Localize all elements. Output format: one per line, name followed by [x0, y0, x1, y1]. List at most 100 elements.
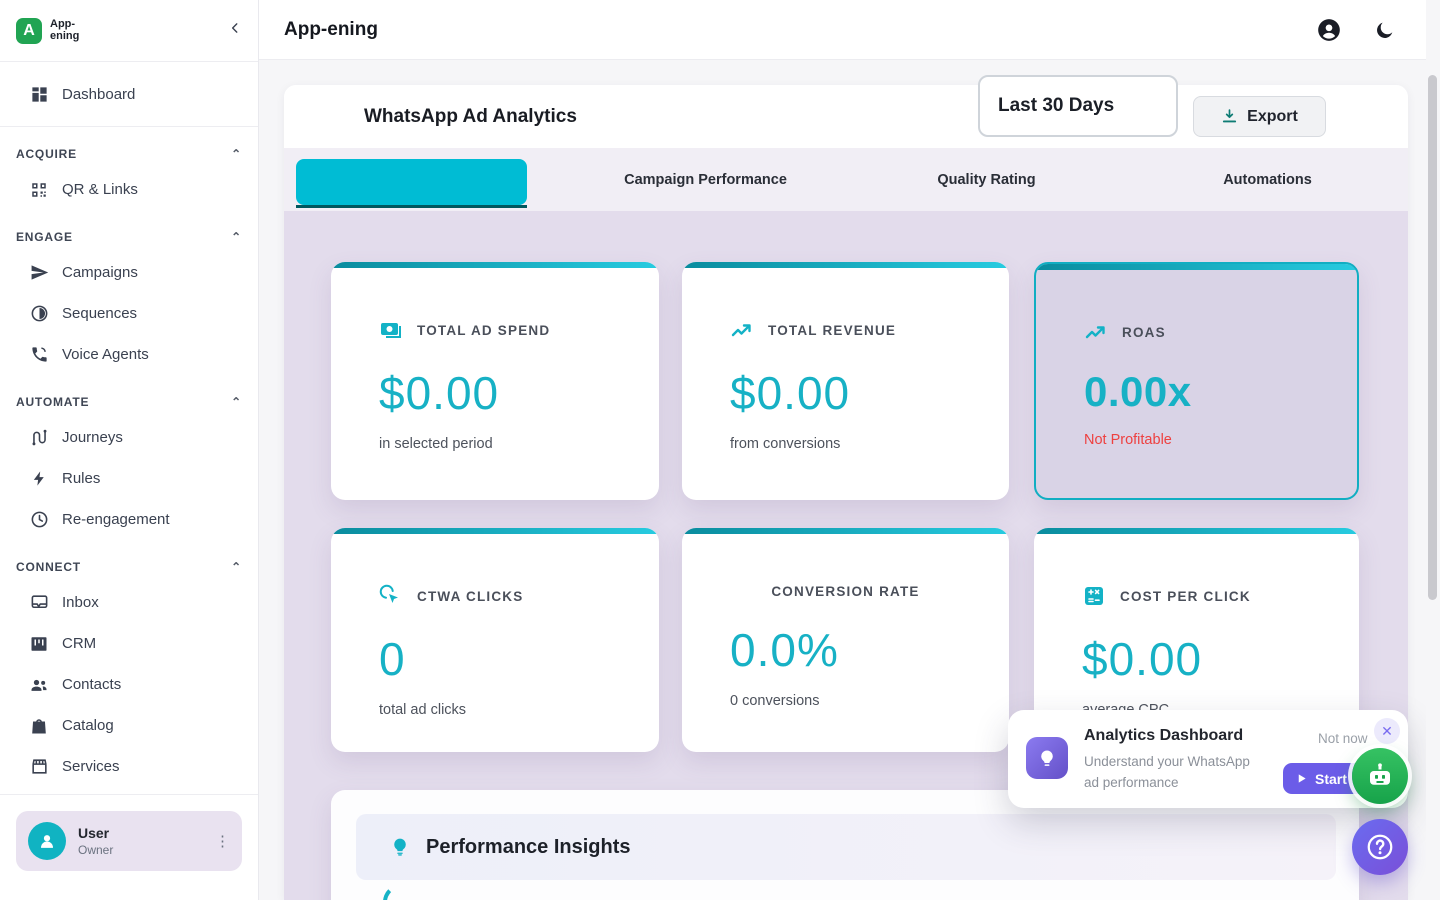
tab-fill — [296, 159, 527, 205]
shopping-bag-icon — [28, 715, 50, 737]
card-subtitle: 0 conversions — [730, 693, 820, 709]
lightning-bolt-icon — [28, 468, 50, 490]
divider — [0, 126, 258, 127]
scrollbar-track[interactable] — [1426, 0, 1440, 900]
robot-icon — [1370, 763, 1390, 785]
moon-icon — [1377, 22, 1393, 38]
sidebar-section-acquire[interactable]: ACQUIRE ⌃ — [0, 139, 258, 169]
account-button[interactable] — [1316, 17, 1342, 43]
help-fab[interactable] — [1352, 819, 1408, 875]
sidebar-item-voice-agents[interactable]: Voice Agents — [0, 334, 258, 375]
sidebar-item-catalog[interactable]: Catalog — [0, 705, 258, 746]
sidebar-item-label: Voice Agents — [62, 346, 149, 363]
user-name: User — [78, 825, 110, 841]
card-value: 0.0% — [730, 624, 839, 676]
sidebar-footer: User Owner ⋮ — [0, 794, 258, 900]
money-icon — [381, 323, 401, 338]
trending-up-icon — [1085, 326, 1105, 339]
card-accent-strip — [331, 528, 659, 534]
storefront-icon — [28, 756, 50, 778]
section-title: AUTOMATE — [16, 395, 90, 409]
export-button[interactable]: Export — [1193, 96, 1326, 137]
card-title: ROAS — [1122, 324, 1166, 340]
tab-automations[interactable]: Automations — [1127, 148, 1408, 211]
card-subtitle: in selected period — [379, 436, 493, 452]
tab-quality-rating[interactable]: Quality Rating — [846, 148, 1127, 211]
user-menu-button[interactable]: ⋮ — [215, 833, 230, 850]
sidebar-item-contacts[interactable]: Contacts — [0, 664, 258, 705]
avatar — [28, 822, 66, 860]
card-roas: ROAS 0.00x Not Profitable — [1034, 262, 1359, 500]
sidebar-item-sequences[interactable]: Sequences — [0, 293, 258, 334]
onboarding-toast: Analytics Dashboard Understand your What… — [1008, 710, 1408, 808]
sidebar-item-label: Rules — [62, 470, 101, 487]
tabbar: Campaign Performance Quality Rating Auto… — [284, 148, 1408, 211]
card-total-revenue: TOTAL REVENUE $0.00 from conversions — [682, 262, 1009, 500]
sidebar-item-label: Contacts — [62, 676, 122, 693]
not-now-button[interactable]: Not now — [1318, 731, 1368, 746]
lightbulb-badge-icon — [1026, 737, 1068, 779]
dashboard-icon — [28, 83, 50, 105]
sidebar-item-journeys[interactable]: Journeys — [0, 417, 258, 458]
sidebar-section-automate[interactable]: AUTOMATE ⌃ — [0, 387, 258, 417]
chatbot-fab[interactable] — [1352, 748, 1408, 804]
chevron-left-icon — [231, 23, 238, 33]
person-icon — [41, 835, 53, 848]
sidebar-section-connect[interactable]: CONNECT ⌃ — [0, 552, 258, 582]
sidebar-item-rules[interactable]: Rules — [0, 458, 258, 499]
lightbulb-icon — [394, 838, 406, 856]
dark-mode-toggle[interactable] — [1372, 17, 1398, 43]
analytics-body: TOTAL AD SPEND $0.00 in selected period … — [284, 211, 1408, 900]
sidebar-item-label: Sequences — [62, 305, 138, 322]
tab-campaign-performance[interactable]: Campaign Performance — [565, 148, 846, 211]
sidebar-item-qr-links[interactable]: QR & Links — [0, 169, 258, 210]
date-range-dropdown[interactable]: Last 30 Days — [978, 75, 1178, 137]
card-ctwa-clicks: CTWA CLICKS 0 total ad clicks — [331, 528, 659, 752]
brand-logo: A — [16, 17, 42, 44]
chevron-up-icon: ⌃ — [231, 395, 242, 409]
date-range-value: Last 30 Days — [998, 95, 1115, 116]
tab-selected[interactable] — [284, 148, 565, 211]
scrollbar-thumb[interactable] — [1428, 75, 1437, 600]
close-icon[interactable]: ✕ — [1374, 718, 1400, 744]
contrast-circle-icon — [28, 303, 50, 325]
card-value: 0.00x — [1084, 368, 1192, 415]
sidebar-item-label: QR & Links — [62, 181, 138, 198]
sidebar-item-campaigns[interactable]: Campaigns — [0, 252, 258, 293]
insights-title: Performance Insights — [426, 835, 631, 858]
trending-up-icon — [731, 324, 751, 337]
page-title: WhatsApp Ad Analytics — [364, 105, 577, 127]
sidebar-item-label: CRM — [62, 635, 97, 652]
card-title: TOTAL AD SPEND — [417, 322, 551, 338]
card-value: $0.00 — [1082, 633, 1203, 685]
card-subtitle: total ad clicks — [379, 702, 467, 718]
sidebar-collapse-button[interactable] — [228, 21, 242, 40]
card-accent-strip — [682, 262, 1009, 268]
route-icon — [28, 427, 50, 449]
card-value: $0.00 — [379, 367, 500, 419]
analytics-header: WhatsApp Ad Analytics Last 30 Days Expor… — [284, 75, 1408, 148]
card-title: TOTAL REVENUE — [768, 322, 897, 338]
sidebar-item-dashboard[interactable]: Dashboard — [0, 68, 258, 120]
section-title: ACQUIRE — [16, 147, 77, 161]
toast-description: Understand your WhatsApp ad performance — [1084, 754, 1250, 790]
sidebar-item-services[interactable]: Services — [0, 746, 258, 787]
card-title: COST PER CLICK — [1120, 588, 1251, 604]
card-title: CONVERSION RATE — [771, 584, 920, 599]
insights-header: Performance Insights — [356, 814, 1336, 880]
sidebar-item-inbox[interactable]: Inbox — [0, 582, 258, 623]
card-subtitle: from conversions — [730, 436, 841, 452]
card-title: CTWA CLICKS — [417, 588, 524, 604]
phone-call-icon — [28, 344, 50, 366]
status-badge: Not Profitable — [1084, 432, 1172, 448]
sidebar-header: A App-ening — [0, 0, 258, 62]
card-total-ad-spend: TOTAL AD SPEND $0.00 in selected period — [331, 262, 659, 500]
lightbulb-icon — [1041, 750, 1053, 766]
sidebar-item-label: Inbox — [62, 594, 99, 611]
user-card[interactable]: User Owner ⋮ — [16, 811, 242, 871]
sidebar-item-re-engagement[interactable]: Re-engagement — [0, 499, 258, 540]
tab-label: Automations — [1223, 171, 1312, 188]
card-accent-strip — [331, 262, 659, 268]
sidebar-section-engage[interactable]: ENGAGE ⌃ — [0, 222, 258, 252]
sidebar-item-crm[interactable]: CRM — [0, 623, 258, 664]
